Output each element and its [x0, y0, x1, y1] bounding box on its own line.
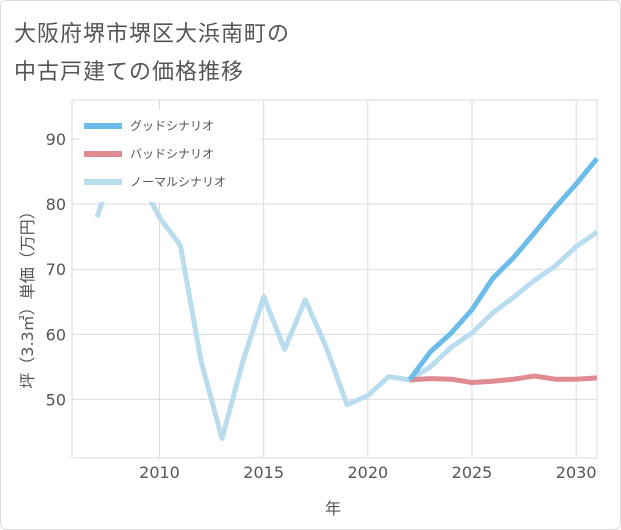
- y-tick-label: 70: [46, 260, 66, 279]
- series-line-2: [94, 152, 599, 441]
- chart-title-line1: 大阪府堺市堺区大浜南町の: [14, 22, 291, 47]
- x-tick-labels: 2010 2015 2020 2025 2030: [139, 463, 596, 482]
- y-tick-labels: 50 60 70 80 90: [46, 130, 66, 409]
- y-axis-label: 坪（3.3㎡）単価（万円）: [18, 203, 37, 388]
- series-lines: [94, 152, 599, 441]
- legend-label: ノーマルシナリオ: [130, 175, 226, 189]
- y-tick-label: 60: [46, 325, 66, 344]
- legend-label: グッドシナリオ: [130, 119, 214, 133]
- legend-label: バッドシナリオ: [130, 147, 214, 161]
- series-line-1: [409, 373, 598, 385]
- x-tick-label: 2030: [556, 463, 597, 482]
- y-tick-label: 50: [46, 390, 66, 409]
- x-tick-label: 2015: [243, 463, 284, 482]
- x-tick-label: 2010: [139, 463, 180, 482]
- x-tick-label: 2025: [452, 463, 493, 482]
- y-tick-label: 90: [46, 130, 66, 149]
- y-tick-label: 80: [46, 195, 66, 214]
- plot-area-border: [71, 99, 598, 459]
- x-axis-label: 年: [325, 499, 341, 518]
- series-line-0: [407, 157, 599, 382]
- chart-title-line2: 中古戸建ての価格推移: [14, 60, 245, 85]
- x-tick-label: 2020: [347, 463, 388, 482]
- grid: [71, 99, 598, 459]
